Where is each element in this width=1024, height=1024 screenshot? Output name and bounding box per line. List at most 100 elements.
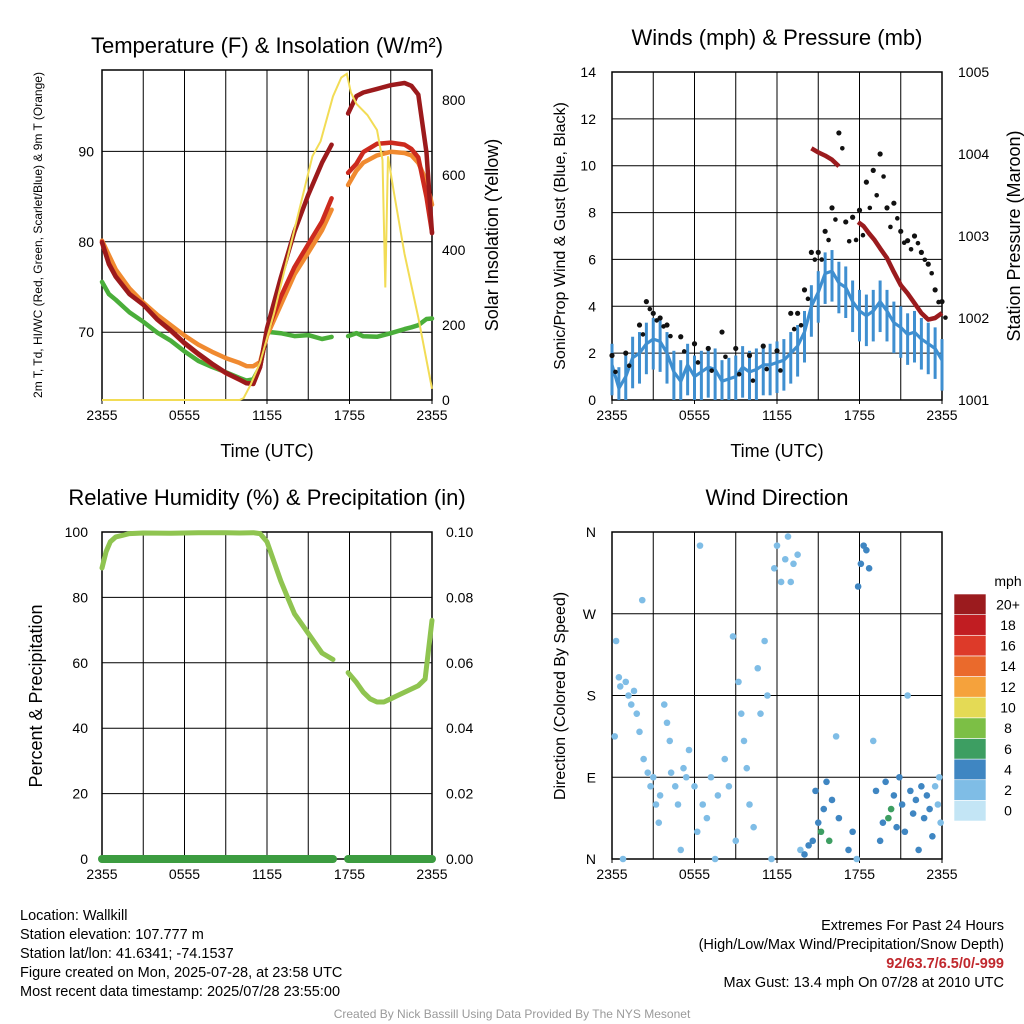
colorbar-label: 14	[1000, 658, 1016, 674]
gust-point	[943, 315, 948, 320]
direction-point	[773, 542, 781, 549]
gust-point	[863, 179, 869, 185]
direction-point	[615, 674, 623, 681]
gust-point	[691, 341, 698, 347]
x-tick-label: 2355	[86, 407, 117, 423]
y-tick-label: 60	[72, 655, 88, 671]
direction-point	[901, 828, 909, 836]
y-tick-label: 2	[588, 345, 596, 361]
y2-axis-label: Station Pressure (Maroon)	[1004, 130, 1024, 341]
gust-point	[908, 246, 914, 252]
speed-colorbar: 0 2 4 6 8 10 12 14 16 18 20+ mph	[953, 573, 1022, 822]
colorbar-swatch	[953, 738, 987, 760]
direction-point	[725, 783, 733, 790]
y2-tick-label: 1003	[958, 228, 989, 244]
direction-point	[887, 805, 895, 813]
direction-point	[812, 787, 819, 795]
direction-point	[929, 832, 936, 840]
direction-point	[640, 755, 647, 763]
direction-point	[828, 796, 836, 804]
gust-point	[922, 257, 928, 263]
direction-point	[817, 828, 825, 836]
direction-point	[935, 773, 943, 781]
colorbar-swatch	[953, 655, 987, 677]
meteogram-figure: 2355 0555 1155 1755 23557080900200400600800T…	[26, 25, 1024, 882]
gust-point	[867, 205, 873, 211]
direction-point	[904, 692, 911, 699]
gust-point	[791, 326, 797, 332]
y2-tick-label: 400	[442, 242, 466, 258]
colorbar-swatch	[953, 800, 987, 822]
direction-point	[797, 846, 804, 854]
gust-point	[915, 240, 921, 246]
gust-point	[898, 228, 904, 234]
y-tick-label: 70	[78, 324, 94, 340]
gust-point	[640, 332, 646, 337]
gust-point	[798, 322, 804, 328]
colorbar-label: 20+	[996, 596, 1020, 612]
series-line-station-pressure	[856, 220, 944, 322]
y2-tick-label: 1004	[958, 146, 989, 162]
gust-point	[884, 205, 890, 211]
direction-point	[636, 728, 643, 736]
direction-point	[893, 823, 900, 831]
winds-panel: 2355 0555 1155 1755 235502468101214100110021…	[552, 25, 1024, 461]
y-axis-label: Sonic/Prop Wind & Gust (Blue, Black)	[552, 102, 569, 370]
colorbar-label: 6	[1004, 741, 1012, 757]
station-info: Location: Wallkill Station elevation: 10…	[20, 907, 342, 1002]
direction-point	[879, 819, 887, 826]
colorbar-swatch	[953, 614, 987, 636]
gust-point	[736, 371, 742, 377]
series-line-solar-insolation	[102, 72, 433, 401]
y-axis-label: Direction (Colored By Speed)	[552, 592, 569, 800]
gust-point	[609, 352, 615, 359]
station-latlon: Station lat/lon: 41.6341; -74.1537	[20, 946, 234, 962]
colorbar-label: 0	[1004, 803, 1012, 819]
y-tick-label: 80	[72, 589, 88, 605]
direction-point	[732, 837, 740, 845]
direction-point	[909, 810, 917, 817]
direction-point	[714, 792, 722, 799]
x-tick-label: 1155	[762, 866, 792, 882]
direction-point	[814, 819, 822, 826]
direction-point	[787, 578, 795, 586]
direction-point	[655, 819, 663, 826]
colorbar-swatch	[953, 758, 987, 781]
direction-point	[918, 783, 925, 790]
gust-point	[750, 378, 756, 383]
direction-point	[885, 814, 892, 822]
direction-point	[612, 637, 620, 645]
gust-point	[939, 299, 945, 305]
gust-point	[623, 350, 629, 356]
direction-point	[656, 792, 664, 799]
colorbar-swatch	[953, 696, 987, 719]
y-tick-label: 80	[78, 234, 94, 250]
series-line-relative-humidity	[345, 617, 435, 705]
direction-point	[849, 828, 856, 836]
direction-point	[699, 801, 707, 808]
direction-point	[915, 846, 922, 854]
colorbar-label: 8	[1004, 720, 1012, 736]
colorbar-swatch	[953, 634, 987, 657]
y-tick-label: 20	[72, 786, 88, 802]
gust-point	[705, 345, 711, 352]
y-tick-label: E	[587, 769, 596, 785]
colorbar-label: 10	[1000, 700, 1016, 716]
colorbar-swatch	[953, 676, 987, 698]
direction-point	[667, 769, 675, 777]
direction-point	[854, 583, 862, 590]
gust-point	[647, 306, 653, 312]
direction-point	[820, 805, 828, 813]
x-tick-label: 1755	[334, 866, 365, 882]
direction-point	[926, 805, 933, 813]
y-tick-label: 6	[588, 251, 596, 267]
gust-point	[925, 261, 931, 267]
y2-tick-label: 800	[442, 92, 466, 108]
direction-point	[611, 733, 619, 740]
gust-point	[664, 322, 670, 328]
gust-point	[895, 216, 900, 221]
x-tick-label: 1155	[252, 407, 282, 423]
gust-point	[709, 368, 714, 373]
gust-point	[932, 287, 938, 293]
gust-point	[805, 296, 811, 302]
